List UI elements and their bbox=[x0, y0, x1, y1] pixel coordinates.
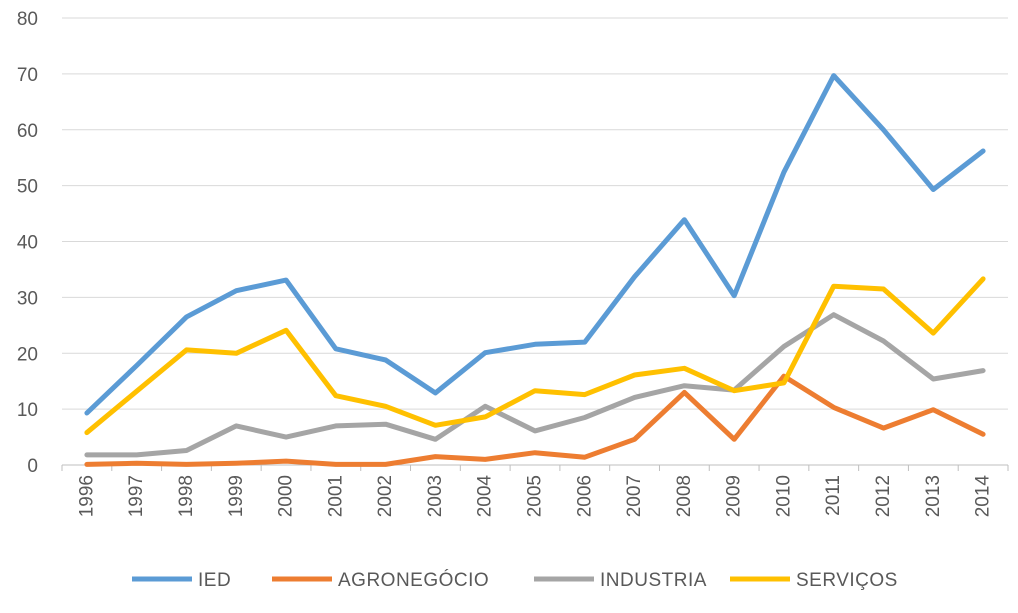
y-tick-label: 20 bbox=[17, 344, 38, 365]
series-lines bbox=[84, 73, 986, 467]
x-tick-label: 1997 bbox=[126, 475, 147, 517]
y-tick-label: 40 bbox=[17, 233, 38, 254]
legend-label: INDUSTRIA bbox=[600, 570, 707, 591]
legend-label: SERVIÇOS bbox=[796, 570, 898, 591]
x-tick-label: 2000 bbox=[276, 475, 297, 517]
y-tick-label: 30 bbox=[17, 288, 38, 309]
x-tick-label: 1999 bbox=[226, 475, 247, 517]
x-tick-label: 2008 bbox=[674, 475, 695, 517]
x-axis-ticks: 1996 1997 1998 1999 2000 2001 2002 2003 2004 2005… bbox=[76, 475, 993, 518]
x-tick-label: 1996 bbox=[76, 475, 97, 517]
legend-label: AGRONEGÓCIO bbox=[338, 569, 489, 591]
legend: IED AGRONEGÓCIO INDUSTRIA SERVIÇOS bbox=[132, 569, 898, 591]
y-axis-ticks: 0 10 20 30 40 50 60 70 80 bbox=[17, 9, 38, 477]
x-tick-label: 2009 bbox=[724, 475, 745, 517]
x-tick-label: 2011 bbox=[823, 475, 844, 516]
x-tick-label: 2003 bbox=[425, 475, 446, 517]
y-tick-label: 60 bbox=[17, 121, 38, 142]
series-line-agronegócio bbox=[84, 373, 986, 467]
x-tick-label: 2001 bbox=[325, 475, 346, 517]
x-tick-label: 2014 bbox=[973, 475, 994, 518]
series-line-ied bbox=[84, 73, 986, 416]
y-tick-label: 10 bbox=[17, 400, 38, 421]
x-tick-label: 2010 bbox=[773, 475, 794, 517]
y-tick-label: 0 bbox=[27, 456, 38, 477]
x-tick-label: 2005 bbox=[525, 475, 546, 517]
gridlines bbox=[61, 17, 1009, 471]
series-line-serviços bbox=[84, 276, 986, 436]
x-tick-label: 2012 bbox=[873, 475, 894, 517]
x-tick-label: 2002 bbox=[375, 475, 396, 517]
y-tick-label: 70 bbox=[17, 65, 38, 86]
y-tick-label: 50 bbox=[17, 177, 38, 198]
x-tick-label: 2006 bbox=[574, 475, 595, 517]
y-tick-label: 80 bbox=[17, 9, 38, 30]
x-tick-label: 2013 bbox=[923, 475, 944, 517]
x-tick-label: 2007 bbox=[624, 475, 645, 517]
x-tick-label: 1998 bbox=[176, 475, 197, 517]
series-line-industria bbox=[84, 312, 986, 458]
legend-label: IED bbox=[198, 570, 231, 591]
x-tick-label: 2004 bbox=[475, 475, 496, 518]
